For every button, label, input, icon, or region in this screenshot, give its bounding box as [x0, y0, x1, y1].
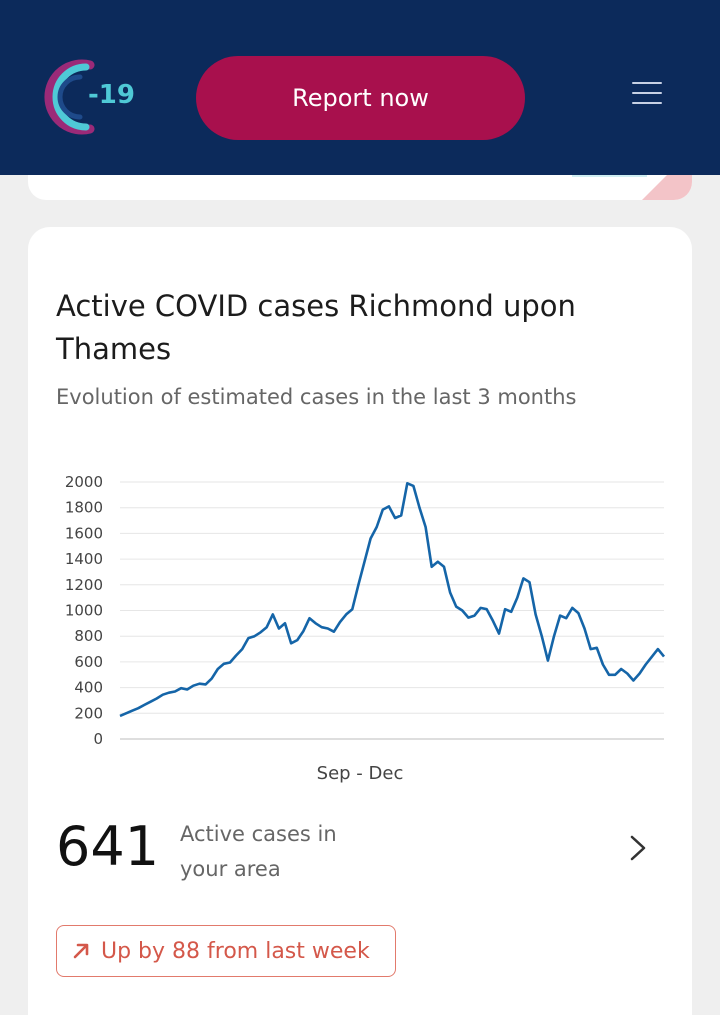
- y-tick-label: 1200: [65, 576, 103, 594]
- trend-up-arrow-icon: [73, 943, 89, 959]
- y-tick-label: 0: [93, 730, 103, 748]
- y-tick-label: 200: [74, 704, 103, 722]
- decorative-shape: [572, 174, 692, 200]
- report-now-button[interactable]: Report now: [196, 56, 525, 140]
- app-header: -19 Report now: [0, 0, 720, 175]
- active-cases-label: Active cases in your area: [180, 822, 337, 881]
- trend-badge: Up by 88 from last week: [56, 925, 396, 977]
- cases-series-line: [119, 481, 666, 718]
- x-axis-label: Sep - Dec: [317, 763, 404, 784]
- card-title: Active COVID cases Richmond upon Thames: [56, 289, 576, 366]
- y-tick-label: 400: [74, 679, 103, 697]
- hamburger-menu-icon[interactable]: [632, 80, 666, 108]
- y-tick-label: 600: [74, 653, 103, 671]
- y-tick-label: 1600: [65, 524, 103, 542]
- y-tick-label: 1400: [65, 550, 103, 568]
- y-tick-label: 2000: [65, 473, 103, 491]
- active-cases-count: 641: [56, 815, 160, 878]
- cases-line-chart: 0 200 400 600 800 1000 1200 1400 1600 1800 2000 Sep…: [65, 473, 666, 784]
- y-tick-label: 1800: [65, 499, 103, 517]
- c19-logo[interactable]: [40, 57, 140, 137]
- logo-text: -19: [88, 80, 135, 110]
- trend-label: Up by 88 from last week: [101, 938, 370, 964]
- card-subtitle: Evolution of estimated cases in the last…: [56, 385, 577, 409]
- chevron-right-icon[interactable]: [626, 831, 650, 865]
- y-tick-label: 1000: [65, 602, 103, 620]
- y-tick-label: 800: [74, 627, 103, 645]
- active-cases-card: Active COVID cases Richmond upon Thames …: [28, 227, 692, 1015]
